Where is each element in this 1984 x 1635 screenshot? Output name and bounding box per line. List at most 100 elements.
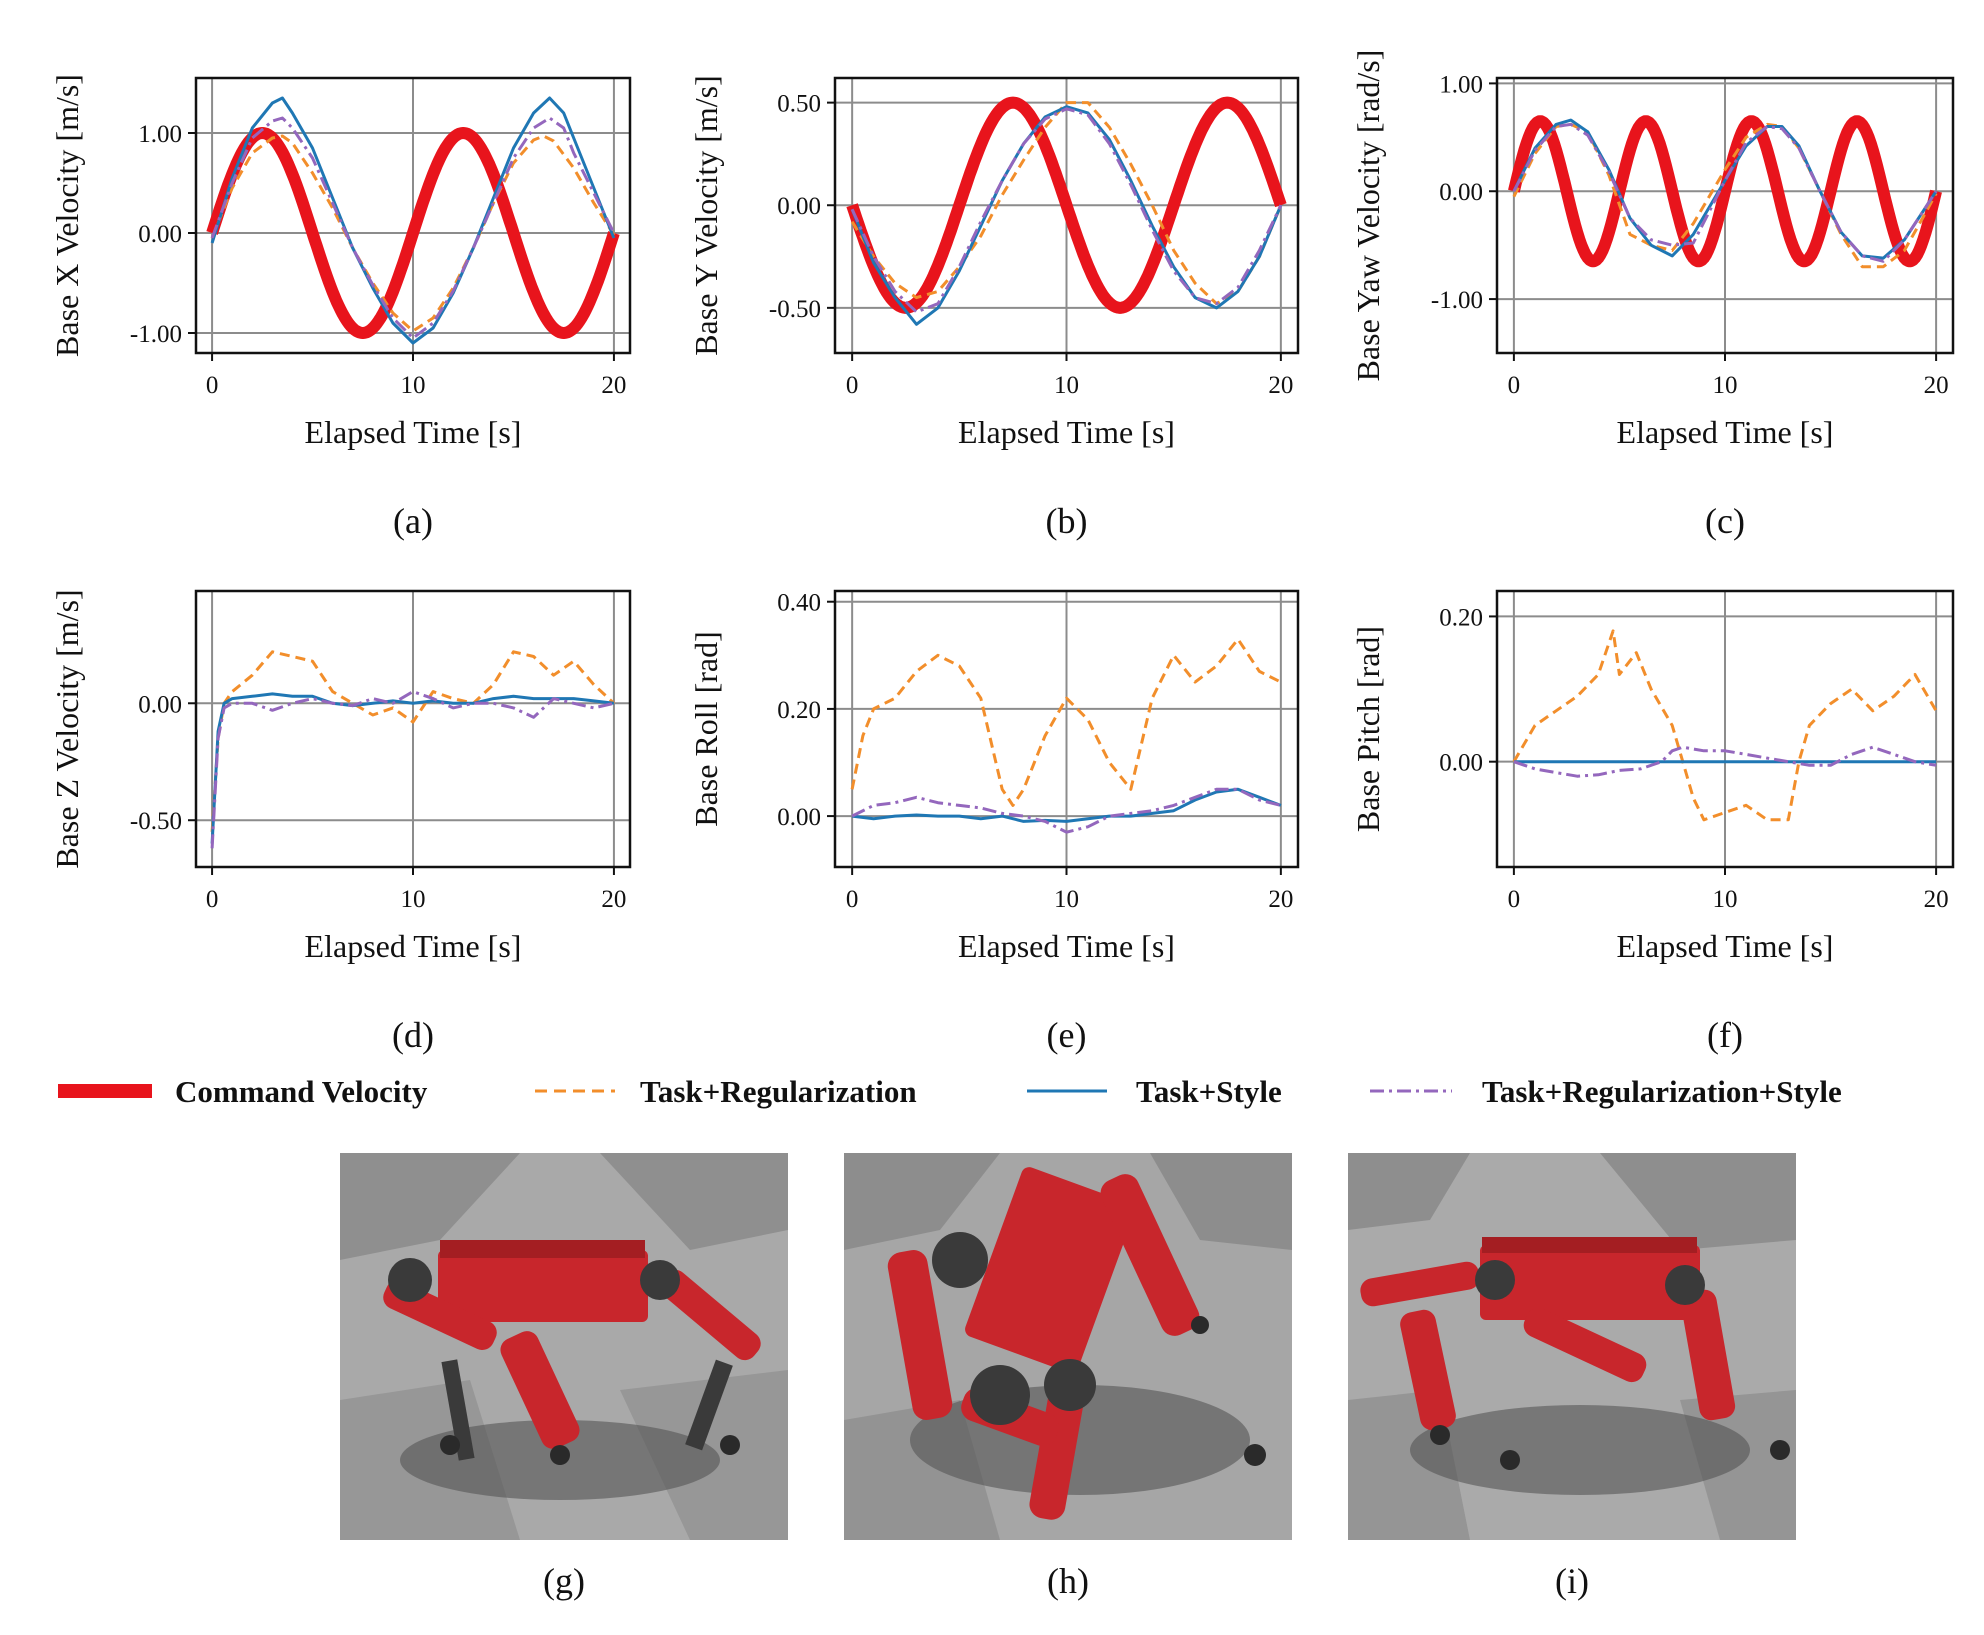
robot-leg (887, 1250, 953, 1420)
x-tick-label: 0 (1508, 372, 1521, 399)
y-tick-label: 0.00 (138, 221, 182, 248)
robot-joint (640, 1260, 680, 1300)
robot-leg (1680, 1289, 1736, 1421)
x-tick-label: 10 (1713, 886, 1738, 913)
chart-panel: 0 10 20 -0.50 0.00 Elapsed Time [s] Base Z Vel… (49, 589, 632, 1055)
robot-render-i (1348, 1153, 1796, 1540)
caption-h: (h) (1047, 1561, 1089, 1601)
series-task-reg (850, 101, 1283, 306)
robot-render-g (340, 1153, 788, 1540)
robot-leg (1523, 1307, 1647, 1383)
legend-task-style-label: Task+Style (1136, 1074, 1282, 1109)
robot-body (1480, 1245, 1700, 1320)
series-task-reg-style (210, 690, 615, 849)
floor-tile (844, 1153, 1000, 1250)
series-task-reg-style (210, 116, 616, 340)
robot-body (965, 1167, 1135, 1373)
robot-foot (440, 1435, 460, 1455)
robot-shadow (1410, 1405, 1750, 1495)
series-task-reg (210, 134, 616, 333)
chart-panel: 0 10 20 0.00 0.20 0.40 Elapsed Time [s] Base Ro… (688, 590, 1300, 1055)
y-tick-label: -1.00 (130, 321, 182, 348)
robot-leg (500, 1331, 580, 1449)
x-axis-label: Elapsed Time [s] (305, 414, 522, 450)
legend-command-label: Command Velocity (175, 1074, 428, 1109)
y-tick-label: 0.20 (1439, 604, 1483, 631)
series-task-style (851, 787, 1282, 823)
x-tick-label: 0 (1508, 886, 1521, 913)
series-task-reg-style (850, 107, 1283, 314)
y-tick-label: 0.40 (777, 590, 821, 617)
robot-body-top (1482, 1237, 1697, 1253)
x-axis-label: Elapsed Time [s] (958, 414, 1175, 450)
robot-leg (1360, 1261, 1480, 1307)
y-tick-label: 0.00 (138, 691, 182, 718)
chart-grid: 0 10 20 -1.00 0.00 1.00 Elapsed Time [s] Base X… (49, 50, 1955, 1055)
series-command-velocity (1508, 115, 1942, 268)
y-tick-label: 0.50 (777, 91, 821, 118)
robot-body (438, 1250, 648, 1322)
robot-joint (970, 1365, 1030, 1425)
robot-joint (1475, 1260, 1515, 1300)
y-tick-label: 0.00 (777, 193, 821, 220)
y-axis-label: Base Roll [rad] (688, 631, 724, 827)
robot-body-top (440, 1240, 645, 1258)
robot-leg (659, 1269, 761, 1361)
series-task-style (850, 105, 1283, 326)
panel-caption: (e) (1047, 1015, 1087, 1055)
x-tick-label: 10 (401, 886, 426, 913)
floor-tile (340, 1153, 520, 1260)
series-task-reg (850, 637, 1282, 807)
y-axis-label: Base Yaw Velocity [rad/s] (1350, 50, 1386, 382)
panel-caption: (f) (1707, 1015, 1743, 1055)
robot-joint (1044, 1359, 1096, 1411)
series-task-reg-style (1513, 745, 1937, 778)
series-task-reg (210, 650, 615, 832)
y-tick-label: 1.00 (1439, 71, 1483, 98)
series-task-style (210, 96, 616, 345)
y-tick-label: -0.50 (769, 296, 821, 323)
y-tick-label: -0.50 (130, 808, 182, 835)
caption-i: (i) (1555, 1561, 1589, 1601)
series-task-reg (1512, 122, 1938, 269)
y-axis-label: Base X Velocity [m/s] (49, 74, 85, 357)
chart-panel: 0 10 20 -0.50 0.00 0.50 Elapsed Time [s] Base Y… (688, 75, 1300, 541)
floor-tile (1150, 1153, 1292, 1250)
floor-tile (1600, 1153, 1796, 1250)
y-tick-label: 1.00 (138, 121, 182, 148)
x-axis-label: Elapsed Time [s] (305, 928, 522, 964)
y-tick-label: 0.00 (777, 804, 821, 831)
chart-panel: 0 10 20 0.00 0.20 Elapsed Time [s] Base Pitch … (1350, 589, 1955, 1055)
series-task-reg (1512, 629, 1938, 822)
robot-foot (1430, 1425, 1450, 1445)
panel-caption: (a) (393, 501, 433, 541)
y-axis-label: Base Z Velocity [m/s] (49, 589, 85, 868)
robot-leg (685, 1359, 733, 1451)
x-tick-label: 10 (1713, 372, 1738, 399)
x-tick-label: 20 (601, 886, 626, 913)
robot-joint (932, 1232, 988, 1288)
robot-leg (441, 1359, 475, 1461)
x-tick-label: 10 (1054, 372, 1079, 399)
panel-caption: (c) (1705, 501, 1745, 541)
series-command-velocity (206, 127, 620, 339)
x-axis-label: Elapsed Time [s] (1617, 928, 1834, 964)
robot-leg (1400, 1309, 1456, 1431)
chart-panel: 0 10 20 -1.00 0.00 1.00 Elapsed Time [s] Base X… (49, 74, 632, 541)
legend-task-reg-style-label: Task+Regularization+Style (1482, 1074, 1842, 1109)
y-tick-label: -1.00 (1431, 287, 1483, 314)
x-tick-label: 20 (1924, 886, 1949, 913)
robot-joint (388, 1258, 432, 1302)
robot-render-h (844, 1153, 1292, 1540)
y-axis-label: Base Y Velocity [m/s] (688, 75, 724, 356)
x-tick-label: 0 (846, 372, 859, 399)
robot-foot (1191, 1316, 1209, 1334)
series-command-velocity (846, 96, 1287, 314)
legend-task-reg-label: Task+Regularization (640, 1074, 917, 1109)
x-tick-label: 10 (1054, 886, 1079, 913)
x-tick-label: 20 (1268, 886, 1293, 913)
panel-caption: (d) (392, 1015, 434, 1055)
x-tick-label: 10 (401, 372, 426, 399)
y-tick-label: 0.00 (1439, 750, 1483, 777)
